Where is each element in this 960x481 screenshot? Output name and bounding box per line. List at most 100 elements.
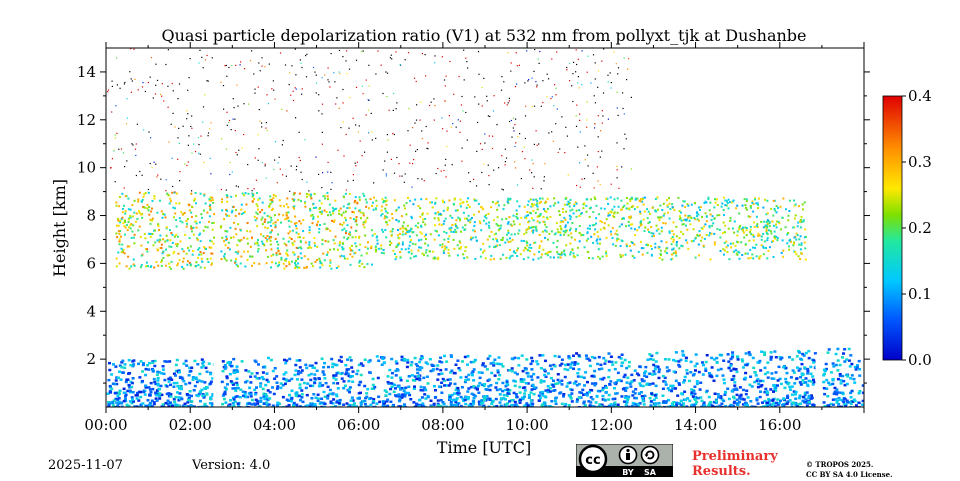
heatmap-cell bbox=[278, 264, 280, 266]
heatmap-cell bbox=[175, 381, 179, 385]
heatmap-cell bbox=[755, 202, 758, 205]
heatmap-cell bbox=[552, 385, 556, 388]
heatmap-cell bbox=[520, 396, 524, 400]
heatmap-cell bbox=[535, 130, 537, 132]
heatmap-cell bbox=[134, 394, 138, 397]
heatmap-cell bbox=[728, 201, 731, 204]
heatmap-cell bbox=[622, 206, 625, 209]
heatmap-cell bbox=[728, 405, 732, 407]
heatmap-cell bbox=[436, 378, 440, 381]
heatmap-cell bbox=[588, 390, 591, 394]
heatmap-cell bbox=[609, 196, 612, 199]
heatmap-cell bbox=[543, 373, 547, 377]
heatmap-cell bbox=[141, 363, 145, 367]
heatmap-cell bbox=[119, 219, 122, 222]
heatmap-cell bbox=[238, 212, 241, 215]
heatmap-cell bbox=[335, 401, 339, 404]
heatmap-cell bbox=[686, 203, 689, 206]
heatmap-cell bbox=[409, 199, 412, 202]
heatmap-cell bbox=[246, 250, 249, 253]
heatmap-cell bbox=[694, 402, 698, 406]
heatmap-cell bbox=[142, 206, 145, 208]
heatmap-cell bbox=[507, 202, 510, 205]
heatmap-cell bbox=[748, 239, 751, 242]
heatmap-cell bbox=[556, 378, 560, 382]
heatmap-cell bbox=[487, 385, 491, 388]
heatmap-cell bbox=[230, 381, 234, 384]
heatmap-cell bbox=[470, 236, 473, 239]
heatmap-cell bbox=[518, 223, 521, 226]
heatmap-cell bbox=[526, 211, 529, 213]
heatmap-cell bbox=[722, 248, 725, 251]
heatmap-cell bbox=[338, 212, 341, 215]
heatmap-cell bbox=[822, 387, 826, 390]
heatmap-cell bbox=[268, 215, 271, 218]
heatmap-cell bbox=[774, 237, 777, 240]
heatmap-cell bbox=[429, 399, 433, 402]
heatmap-cell bbox=[497, 362, 501, 366]
heatmap-cell bbox=[497, 356, 501, 359]
heatmap-cell bbox=[201, 56, 203, 58]
heatmap-cell bbox=[609, 230, 612, 233]
heatmap-cell bbox=[137, 198, 140, 201]
heatmap-cell bbox=[164, 264, 167, 267]
heatmap-cell bbox=[749, 206, 752, 209]
heatmap-cell bbox=[329, 261, 332, 264]
heatmap-cell bbox=[159, 199, 161, 202]
heatmap-cell bbox=[449, 400, 453, 404]
heatmap-cell bbox=[678, 402, 681, 405]
heatmap-cell bbox=[397, 385, 401, 389]
heatmap-cell bbox=[410, 361, 414, 364]
heatmap-cell bbox=[504, 164, 506, 166]
heatmap-cell bbox=[228, 66, 230, 69]
heatmap-cell bbox=[263, 397, 267, 400]
heatmap-cell bbox=[620, 364, 624, 368]
heatmap-cell bbox=[701, 373, 705, 376]
heatmap-cell bbox=[507, 198, 510, 201]
heatmap-cell bbox=[790, 405, 794, 407]
heatmap-cell bbox=[130, 265, 133, 268]
heatmap-cell bbox=[120, 218, 123, 220]
heatmap-cell bbox=[432, 403, 436, 407]
heatmap-cell bbox=[694, 256, 697, 259]
heatmap-cell bbox=[353, 252, 356, 255]
heatmap-cell bbox=[443, 230, 446, 233]
heatmap-cell bbox=[329, 401, 333, 405]
heatmap-cell bbox=[237, 250, 240, 253]
heatmap-cell bbox=[735, 388, 739, 391]
heatmap-cell bbox=[513, 371, 517, 374]
heatmap-cell bbox=[832, 392, 836, 395]
heatmap-cell bbox=[177, 252, 180, 255]
heatmap-cell bbox=[131, 364, 135, 368]
heatmap-cell bbox=[191, 205, 194, 208]
heatmap-cell bbox=[601, 150, 603, 152]
heatmap-cell bbox=[244, 192, 247, 195]
heatmap-cell bbox=[255, 386, 258, 389]
heatmap-cell bbox=[249, 395, 253, 398]
heatmap-cell bbox=[682, 200, 685, 203]
heatmap-cell bbox=[780, 356, 784, 360]
heatmap-cell bbox=[545, 200, 548, 203]
heatmap-cell bbox=[347, 236, 350, 239]
heatmap-cell bbox=[519, 380, 523, 383]
heatmap-cell bbox=[788, 210, 791, 212]
heatmap-cell bbox=[642, 403, 646, 406]
heatmap-cell bbox=[385, 173, 387, 175]
heatmap-cell bbox=[491, 399, 495, 403]
heatmap-cell bbox=[766, 226, 769, 229]
heatmap-cell bbox=[670, 258, 673, 261]
heatmap-cell bbox=[770, 404, 774, 407]
heatmap-cell bbox=[597, 248, 600, 251]
heatmap-cell bbox=[410, 249, 413, 252]
heatmap-cell bbox=[597, 235, 600, 238]
heatmap-cell bbox=[472, 229, 475, 232]
heatmap-cell bbox=[801, 203, 804, 206]
heatmap-cell bbox=[526, 375, 530, 378]
heatmap-cell bbox=[730, 246, 733, 249]
heatmap-cell bbox=[708, 234, 711, 237]
heatmap-cell bbox=[628, 405, 632, 407]
heatmap-cell bbox=[427, 142, 429, 144]
heatmap-cell bbox=[199, 240, 202, 243]
heatmap-cell bbox=[424, 361, 428, 364]
heatmap-cell bbox=[270, 235, 273, 238]
